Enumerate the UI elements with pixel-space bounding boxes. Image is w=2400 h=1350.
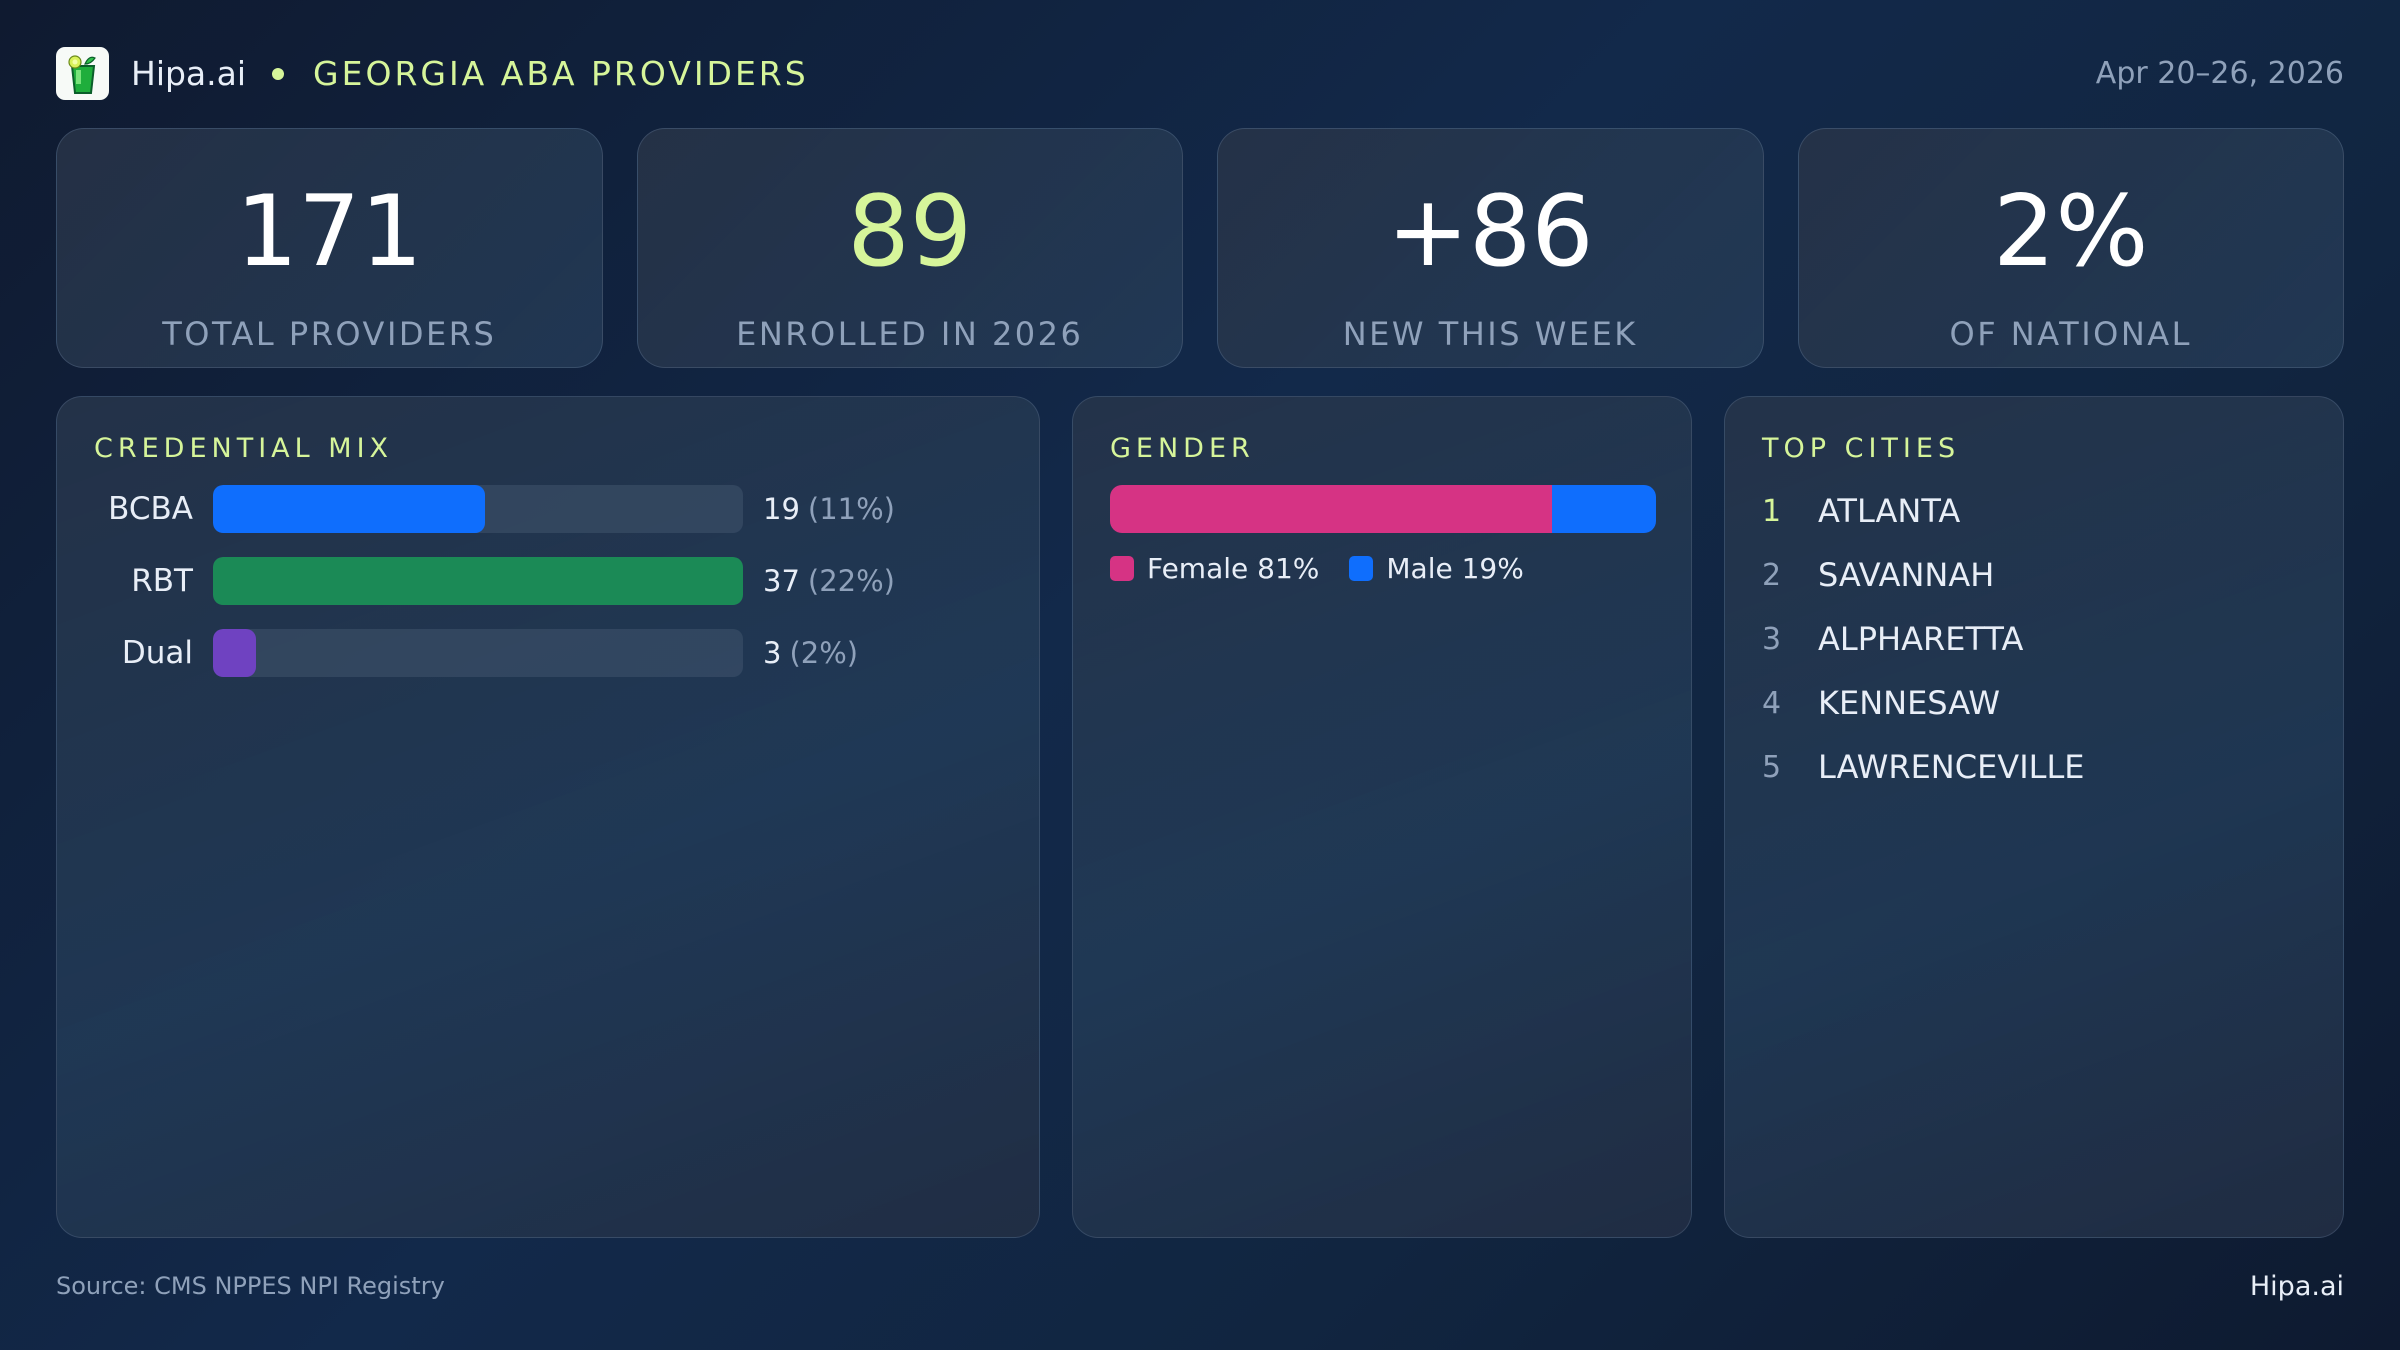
bar-track xyxy=(213,629,743,677)
bar-track xyxy=(213,557,743,605)
city-name: LAWRENCEVILLE xyxy=(1818,748,2085,786)
legend-swatch-icon xyxy=(1110,556,1134,581)
list-item: 2 SAVANNAH xyxy=(1762,543,2085,607)
credential-percent: (2%) xyxy=(789,636,859,670)
separator-dot xyxy=(272,67,285,80)
city-rank: 5 xyxy=(1762,749,1782,785)
city-rank: 1 xyxy=(1762,493,1782,529)
city-name: ATLANTA xyxy=(1818,492,1961,530)
gender-panel: GENDER Female 81% Male 19% xyxy=(1072,396,1692,1238)
footer: Source: CMS NPPES NPI Registry Hipa.ai xyxy=(56,1268,2344,1304)
city-list: 1 ATLANTA 2 SAVANNAH 3 ALPHARETTA 4 KENN… xyxy=(1762,479,2085,799)
legend-swatch-icon xyxy=(1349,556,1374,581)
credential-count: 37 xyxy=(763,564,800,598)
kpi-label: TOTAL PROVIDERS xyxy=(162,315,497,353)
date-range: Apr 20–26, 2026 xyxy=(2095,56,2344,91)
kpi-row: 171 TOTAL PROVIDERS 89 ENROLLED IN 2026 … xyxy=(56,128,2344,368)
brand: Hipa.ai GEORGIA ABA PROVIDERS xyxy=(56,47,809,100)
credential-row-bcba: BCBA 19 (11%) xyxy=(57,485,1039,533)
gender-stacked-bar xyxy=(1110,485,1656,533)
bar-fill xyxy=(213,485,486,533)
credential-percent: (11%) xyxy=(807,492,895,526)
city-name: ALPHARETTA xyxy=(1818,620,2024,658)
panel-title: TOP CITIES xyxy=(1762,433,1961,464)
panel-title: GENDER xyxy=(1110,433,1255,464)
kpi-label: OF NATIONAL xyxy=(1949,315,2192,353)
credential-row-dual: Dual 3 (2%) xyxy=(57,629,1039,677)
city-rank: 3 xyxy=(1762,621,1782,657)
legend-item-male: Male 19% xyxy=(1349,552,1524,585)
kpi-of-national: 2% OF NATIONAL xyxy=(1797,128,2344,368)
kpi-value: 2% xyxy=(1993,175,2149,289)
credential-count: 3 xyxy=(763,636,782,670)
credential-mix-panel: CREDENTIAL MIX BCBA 19 (11%) RBT 37 (22%… xyxy=(56,396,1040,1238)
legend-label: Female 81% xyxy=(1147,552,1320,585)
city-name: KENNESAW xyxy=(1818,684,2000,722)
kpi-label: NEW THIS WEEK xyxy=(1342,315,1638,353)
list-item: 3 ALPHARETTA xyxy=(1762,607,2085,671)
legend-label: Male 19% xyxy=(1386,552,1524,585)
list-item: 1 ATLANTA xyxy=(1762,479,2085,543)
panel-title: CREDENTIAL MIX xyxy=(94,433,394,464)
mojito-glass-icon xyxy=(56,47,109,100)
credential-label: Dual xyxy=(121,635,193,671)
kpi-new-this-week: +86 NEW THIS WEEK xyxy=(1217,128,1764,368)
credential-label: RBT xyxy=(131,563,193,599)
kpi-enrolled-2026: 89 ENROLLED IN 2026 xyxy=(636,128,1183,368)
bar-track xyxy=(213,485,743,533)
city-name: SAVANNAH xyxy=(1818,556,1995,594)
city-rank: 2 xyxy=(1762,557,1782,593)
kpi-value: 171 xyxy=(235,175,423,289)
kpi-value: +86 xyxy=(1386,175,1594,289)
gender-segment-male xyxy=(1552,485,1656,533)
gender-segment-female xyxy=(1110,485,1553,533)
bar-fill xyxy=(213,557,743,605)
report-title: GEORGIA ABA PROVIDERS xyxy=(313,54,809,93)
list-item: 5 LAWRENCEVILLE xyxy=(1762,735,2085,799)
credential-bar-chart: BCBA 19 (11%) RBT 37 (22%) Dual xyxy=(57,485,1039,701)
legend-item-female: Female 81% xyxy=(1110,552,1319,585)
kpi-value: 89 xyxy=(847,175,973,289)
city-rank: 4 xyxy=(1762,685,1782,721)
source-note: Source: CMS NPPES NPI Registry xyxy=(56,1272,445,1300)
kpi-total-providers: 171 TOTAL PROVIDERS xyxy=(56,128,603,368)
gender-legend: Female 81% Male 19% xyxy=(1110,552,1554,585)
credential-percent: (22%) xyxy=(807,564,895,598)
list-item: 4 KENNESAW xyxy=(1762,671,2085,735)
panels-row: CREDENTIAL MIX BCBA 19 (11%) RBT 37 (22%… xyxy=(56,396,2344,1238)
bar-fill xyxy=(213,629,256,677)
credential-row-rbt: RBT 37 (22%) xyxy=(57,557,1039,605)
credential-label: BCBA xyxy=(108,491,193,527)
kpi-label: ENROLLED IN 2026 xyxy=(736,315,1084,353)
top-cities-panel: TOP CITIES 1 ATLANTA 2 SAVANNAH 3 ALPHAR… xyxy=(1724,396,2344,1238)
header: Hipa.ai GEORGIA ABA PROVIDERS Apr 20–26,… xyxy=(56,47,2344,100)
footer-brand: Hipa.ai xyxy=(2249,1270,2344,1302)
brand-name: Hipa.ai xyxy=(131,54,247,93)
credential-count: 19 xyxy=(763,492,800,526)
